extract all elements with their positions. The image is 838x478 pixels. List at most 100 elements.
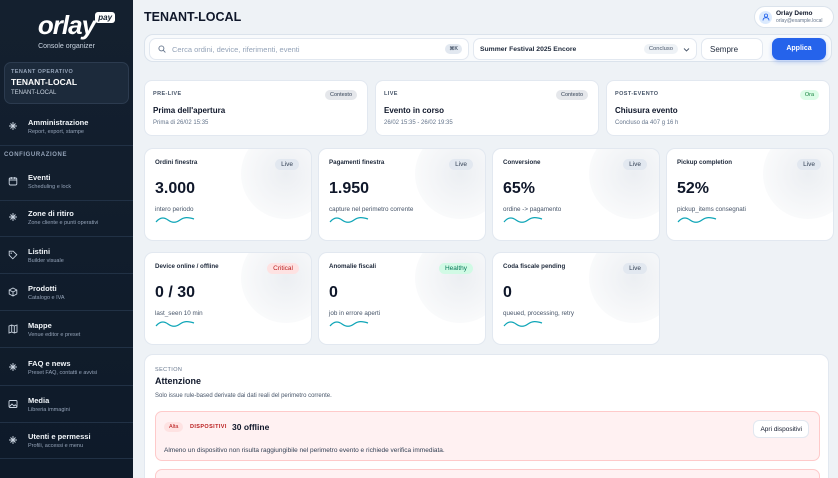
phase-sub: Prima di 26/02 15:35: [153, 120, 209, 126]
tag-icon: [8, 250, 18, 260]
sidebar-item-faq-e-news[interactable]: FAQ e news Preset FAQ, contatti e avvisi: [0, 359, 133, 376]
kpi-label: Anomalie fiscali: [329, 263, 377, 270]
phase-badge: Contesto: [555, 90, 588, 100]
sidebar-divider: [0, 310, 133, 311]
sidebar-item-media[interactable]: Media Libreria immagini: [0, 396, 133, 413]
sidebar-item-label: Prodotti: [28, 284, 57, 293]
sidebar-item-utenti-e-permessi[interactable]: Utenti e permessi Profili, accessi e menu: [0, 432, 133, 449]
phase-sub: Concluso da 407 g 16 h: [615, 120, 679, 126]
main-content: TENANT-LOCAL Orlay Demo orlay@example.loc…: [133, 0, 838, 478]
phase-kicker: POST-EVENTO: [615, 91, 659, 97]
sidebar-item-label: Utenti e permessi: [28, 432, 91, 441]
kpi-sub: ordine -> pagamento: [503, 206, 562, 213]
sparkline-icon: [503, 321, 543, 327]
sidebar-item-sub: Zone cliente e punti operativi: [28, 220, 99, 226]
attention-section: SECTION Attenzione Solo issue rule-based…: [144, 354, 829, 478]
sidebar-item-label: Amministrazione: [28, 118, 89, 127]
open-devices-button[interactable]: Apri dispositivi: [753, 420, 809, 438]
sidebar-item-prodotti[interactable]: Prodotti Catalogo e IVA: [0, 284, 133, 301]
phase-kicker: LIVE: [384, 91, 398, 97]
filter-bar: Cerca ordini, device, riferimenti, event…: [144, 34, 832, 62]
kpi-sub: job in errore aperti: [329, 310, 381, 317]
event-status-badge: Concluso: [643, 44, 678, 54]
sidebar-item-label: Zone di ritiro: [28, 209, 74, 218]
kpi-card-device[interactable]: Device online / offline Critical 0 / 30 …: [144, 252, 312, 345]
sidebar-item-sub: Libreria immagini: [28, 407, 70, 413]
sidebar-divider: [0, 385, 133, 386]
kpi-label: Ordini finestra: [155, 159, 198, 166]
sidebar-divider: [0, 347, 133, 348]
phase-card-live: LIVE Contesto Evento in corso 26/02 15:3…: [375, 80, 599, 136]
sidebar: orlay pay Console organizer TENANT OPERAT…: [0, 0, 133, 478]
kpi-label: Pickup completion: [677, 159, 733, 166]
sidebar-item-sub: Profili, accessi e menu: [28, 443, 84, 449]
sparkline-icon: [155, 217, 195, 223]
kpi-badge: Live: [623, 263, 647, 274]
sparkline-icon: [503, 217, 543, 223]
sidebar-item-amministrazione[interactable]: Amministrazione Report, export, stampe: [0, 118, 133, 135]
logo[interactable]: orlay pay: [38, 10, 116, 41]
sidebar-item-label: Listini: [28, 247, 51, 256]
kpi-value: 52%: [677, 180, 710, 197]
phase-card-pre-live: PRE-LIVE Contesto Prima dell'apertura Pr…: [144, 80, 368, 136]
kpi-card-ordini[interactable]: Ordini finestra Live 3.000 intero period…: [144, 148, 312, 241]
sidebar-section-label: CONFIGURAZIONE: [4, 152, 68, 158]
kpi-card-anomalie[interactable]: Anomalie fiscali Healthy 0 job in errore…: [318, 252, 486, 345]
sidebar-divider: [0, 422, 133, 423]
kpi-value: 0: [329, 284, 338, 301]
section-kicker: SECTION: [155, 367, 183, 373]
kpi-label: Device online / offline: [155, 263, 219, 270]
kpi-badge: Healthy: [438, 263, 473, 274]
kpi-card-coda-fiscale[interactable]: Coda fiscale pending Live 0 queued, proc…: [492, 252, 660, 345]
calendar-icon: [8, 176, 18, 186]
kpi-value: 65%: [503, 180, 536, 197]
kpi-label: Pagamenti finestra: [329, 159, 385, 166]
event-select[interactable]: Summer Festival 2025 Encore Concluso: [473, 38, 697, 60]
user-icon: [762, 13, 769, 21]
sidebar-item-sub: Report, export, stampe: [28, 129, 84, 135]
page-title: TENANT-LOCAL: [144, 10, 242, 24]
kpi-sub: queued, processing, retry: [503, 310, 575, 317]
sparkle-icon: [8, 362, 18, 372]
kpi-badge: Live: [449, 159, 473, 170]
search-placeholder: Cerca ordini, device, riferimenti, event…: [172, 44, 300, 54]
tenant-name: TENANT-LOCAL: [11, 77, 78, 87]
sparkle-icon: [8, 121, 18, 131]
phase-title: Prima dell'apertura: [153, 106, 226, 115]
phase-card-post-evento: POST-EVENTO Ora Chiusura evento Concluso…: [606, 80, 830, 136]
search-input[interactable]: Cerca ordini, device, riferimenti, event…: [149, 38, 469, 60]
sidebar-divider: [0, 200, 133, 201]
kpi-card-pagamenti[interactable]: Pagamenti finestra Live 1.950 capture ne…: [318, 148, 486, 241]
sparkle-icon: [8, 212, 18, 222]
sidebar-divider: [0, 145, 133, 146]
sidebar-item-mappe[interactable]: Mappe Venue editor e preset: [0, 321, 133, 338]
kpi-value: 3.000: [155, 180, 196, 197]
image-icon: [8, 399, 18, 409]
kpi-card-conversione[interactable]: Conversione Live 65% ordine -> pagamento: [492, 148, 660, 241]
sparkline-icon: [329, 217, 369, 223]
map-icon: [8, 324, 18, 334]
kpi-card-pickup[interactable]: Pickup completion Live 52% pickup_items …: [666, 148, 834, 241]
kpi-value: 0 / 30: [155, 284, 196, 301]
sidebar-item-eventi[interactable]: Eventi Scheduling e lock: [0, 173, 133, 190]
kpi-sub: capture nel perimetro corrente: [329, 206, 414, 213]
sidebar-item-listini[interactable]: Listini Builder visuale: [0, 247, 133, 264]
sparkline-icon: [329, 321, 369, 327]
console-subtitle: Console organizer: [38, 43, 95, 50]
avatar: [759, 10, 772, 24]
kpi-sub: last_seen 10 min: [155, 310, 203, 317]
user-menu[interactable]: Orlay Demo orlay@example.local: [754, 6, 834, 28]
kpi-badge: Live: [797, 159, 821, 170]
sidebar-item-sub: Preset FAQ, contatti e avvisi: [28, 370, 98, 376]
apply-button[interactable]: Applica: [772, 38, 826, 60]
period-select[interactable]: Sempre: [701, 38, 763, 60]
logo-badge: pay: [95, 12, 116, 23]
phase-badge: Contesto: [324, 90, 357, 100]
kpi-value: 1.950: [329, 180, 370, 197]
sidebar-divider: [0, 236, 133, 237]
sparkline-icon: [677, 217, 717, 223]
sparkle-icon: [8, 435, 18, 445]
sidebar-item-zone-di-ritiro[interactable]: Zone di ritiro Zone cliente e punti opera…: [0, 209, 133, 226]
tenant-switcher[interactable]: TENANT OPERATIVO TENANT-LOCAL TENANT-LOC…: [4, 62, 129, 104]
box-icon: [8, 287, 18, 297]
